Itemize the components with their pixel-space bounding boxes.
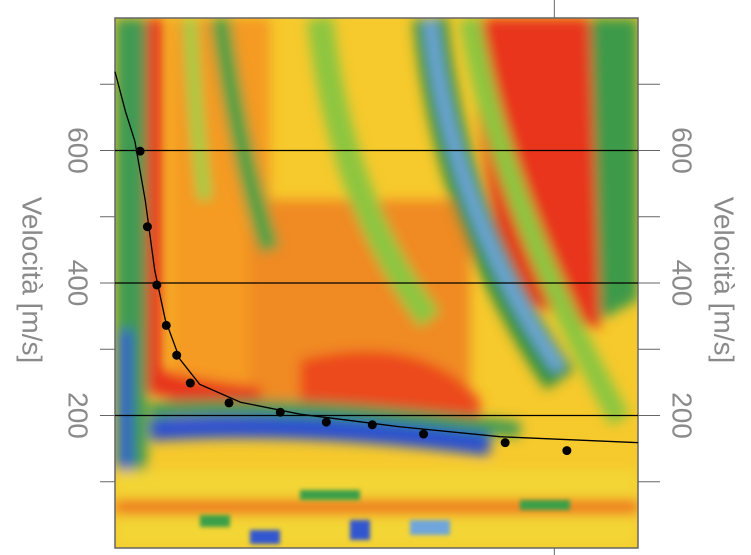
picked-point xyxy=(143,222,152,231)
picked-point xyxy=(225,398,234,407)
y-tick-label: 400 xyxy=(63,260,94,307)
y-tick-label-right: 400 xyxy=(667,260,698,307)
y-tick-label: 200 xyxy=(63,392,94,439)
picked-point xyxy=(419,430,428,439)
y-tick-label-right: 200 xyxy=(667,392,698,439)
picked-point xyxy=(186,379,195,388)
y-axis-label: Velocità [m/s] xyxy=(17,197,48,364)
picked-point xyxy=(562,446,571,455)
y-axis-label-right: Velocità [m/s] xyxy=(709,197,740,364)
y-tick-label-right: 600 xyxy=(667,127,698,174)
picked-point xyxy=(501,438,510,447)
picked-point xyxy=(322,418,331,427)
picked-point xyxy=(368,420,377,429)
y-tick-label: 600 xyxy=(63,127,94,174)
chart: Velocità [m/s] Velocità [m/s] 200 200 400 4… xyxy=(0,0,751,555)
